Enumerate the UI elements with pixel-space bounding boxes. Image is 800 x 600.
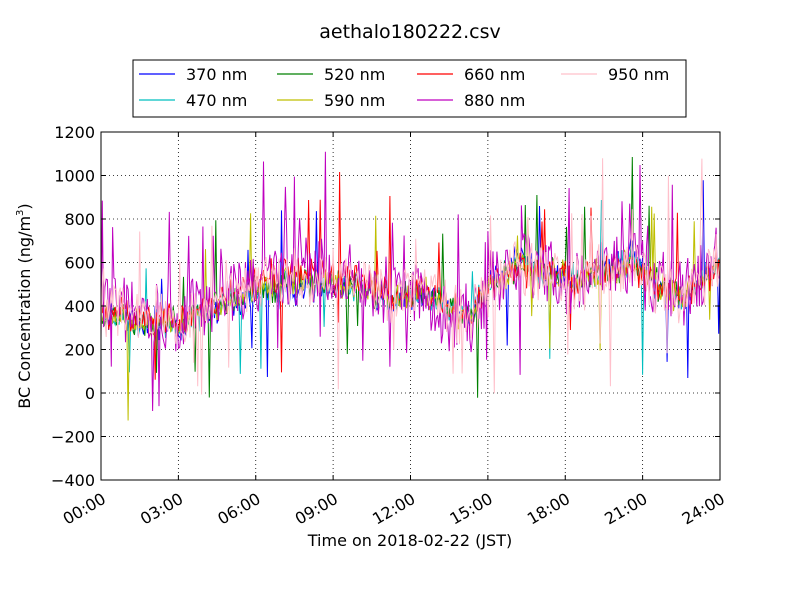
legend-label: 370 nm [186, 65, 247, 84]
y-tick-label: 1200 [54, 123, 95, 142]
legend-box [132, 59, 687, 118]
series-line-880-nm [100, 151, 721, 412]
y-tick-label: −200 [51, 428, 95, 447]
x-axis-label: Time on 2018-02-22 (JST) [307, 531, 512, 550]
legend-label: 950 nm [608, 65, 669, 84]
y-tick-label: 200 [64, 341, 95, 360]
y-axis-label-end: ) [15, 203, 34, 209]
y-tick-label: 800 [64, 210, 95, 229]
legend-label: 660 nm [464, 65, 525, 84]
y-axis-label-superscript: 3 [15, 210, 26, 216]
y-tick-label: −400 [51, 471, 95, 490]
legend-label: 520 nm [324, 65, 385, 84]
y-tick-label: 1000 [54, 167, 95, 186]
legend-label: 880 nm [464, 91, 525, 110]
y-tick-label: 0 [85, 384, 95, 403]
legend-label: 470 nm [186, 91, 247, 110]
series-lines [100, 151, 721, 421]
chart-title: aethalo180222.csv [319, 21, 501, 43]
y-axis-label-text: BC Concentration (ng/m [15, 216, 34, 409]
legend-label: 590 nm [324, 91, 385, 110]
series-line-950-nm [100, 158, 721, 395]
legend: 370 nm 470 nm 520 nm 590 nm 660 nm 880 nm 950 … [132, 59, 687, 118]
y-axis-label: BC Concentration (ng/m3) [15, 203, 34, 408]
y-tick-label: 400 [64, 297, 95, 316]
y-tick-label: 600 [64, 254, 95, 273]
